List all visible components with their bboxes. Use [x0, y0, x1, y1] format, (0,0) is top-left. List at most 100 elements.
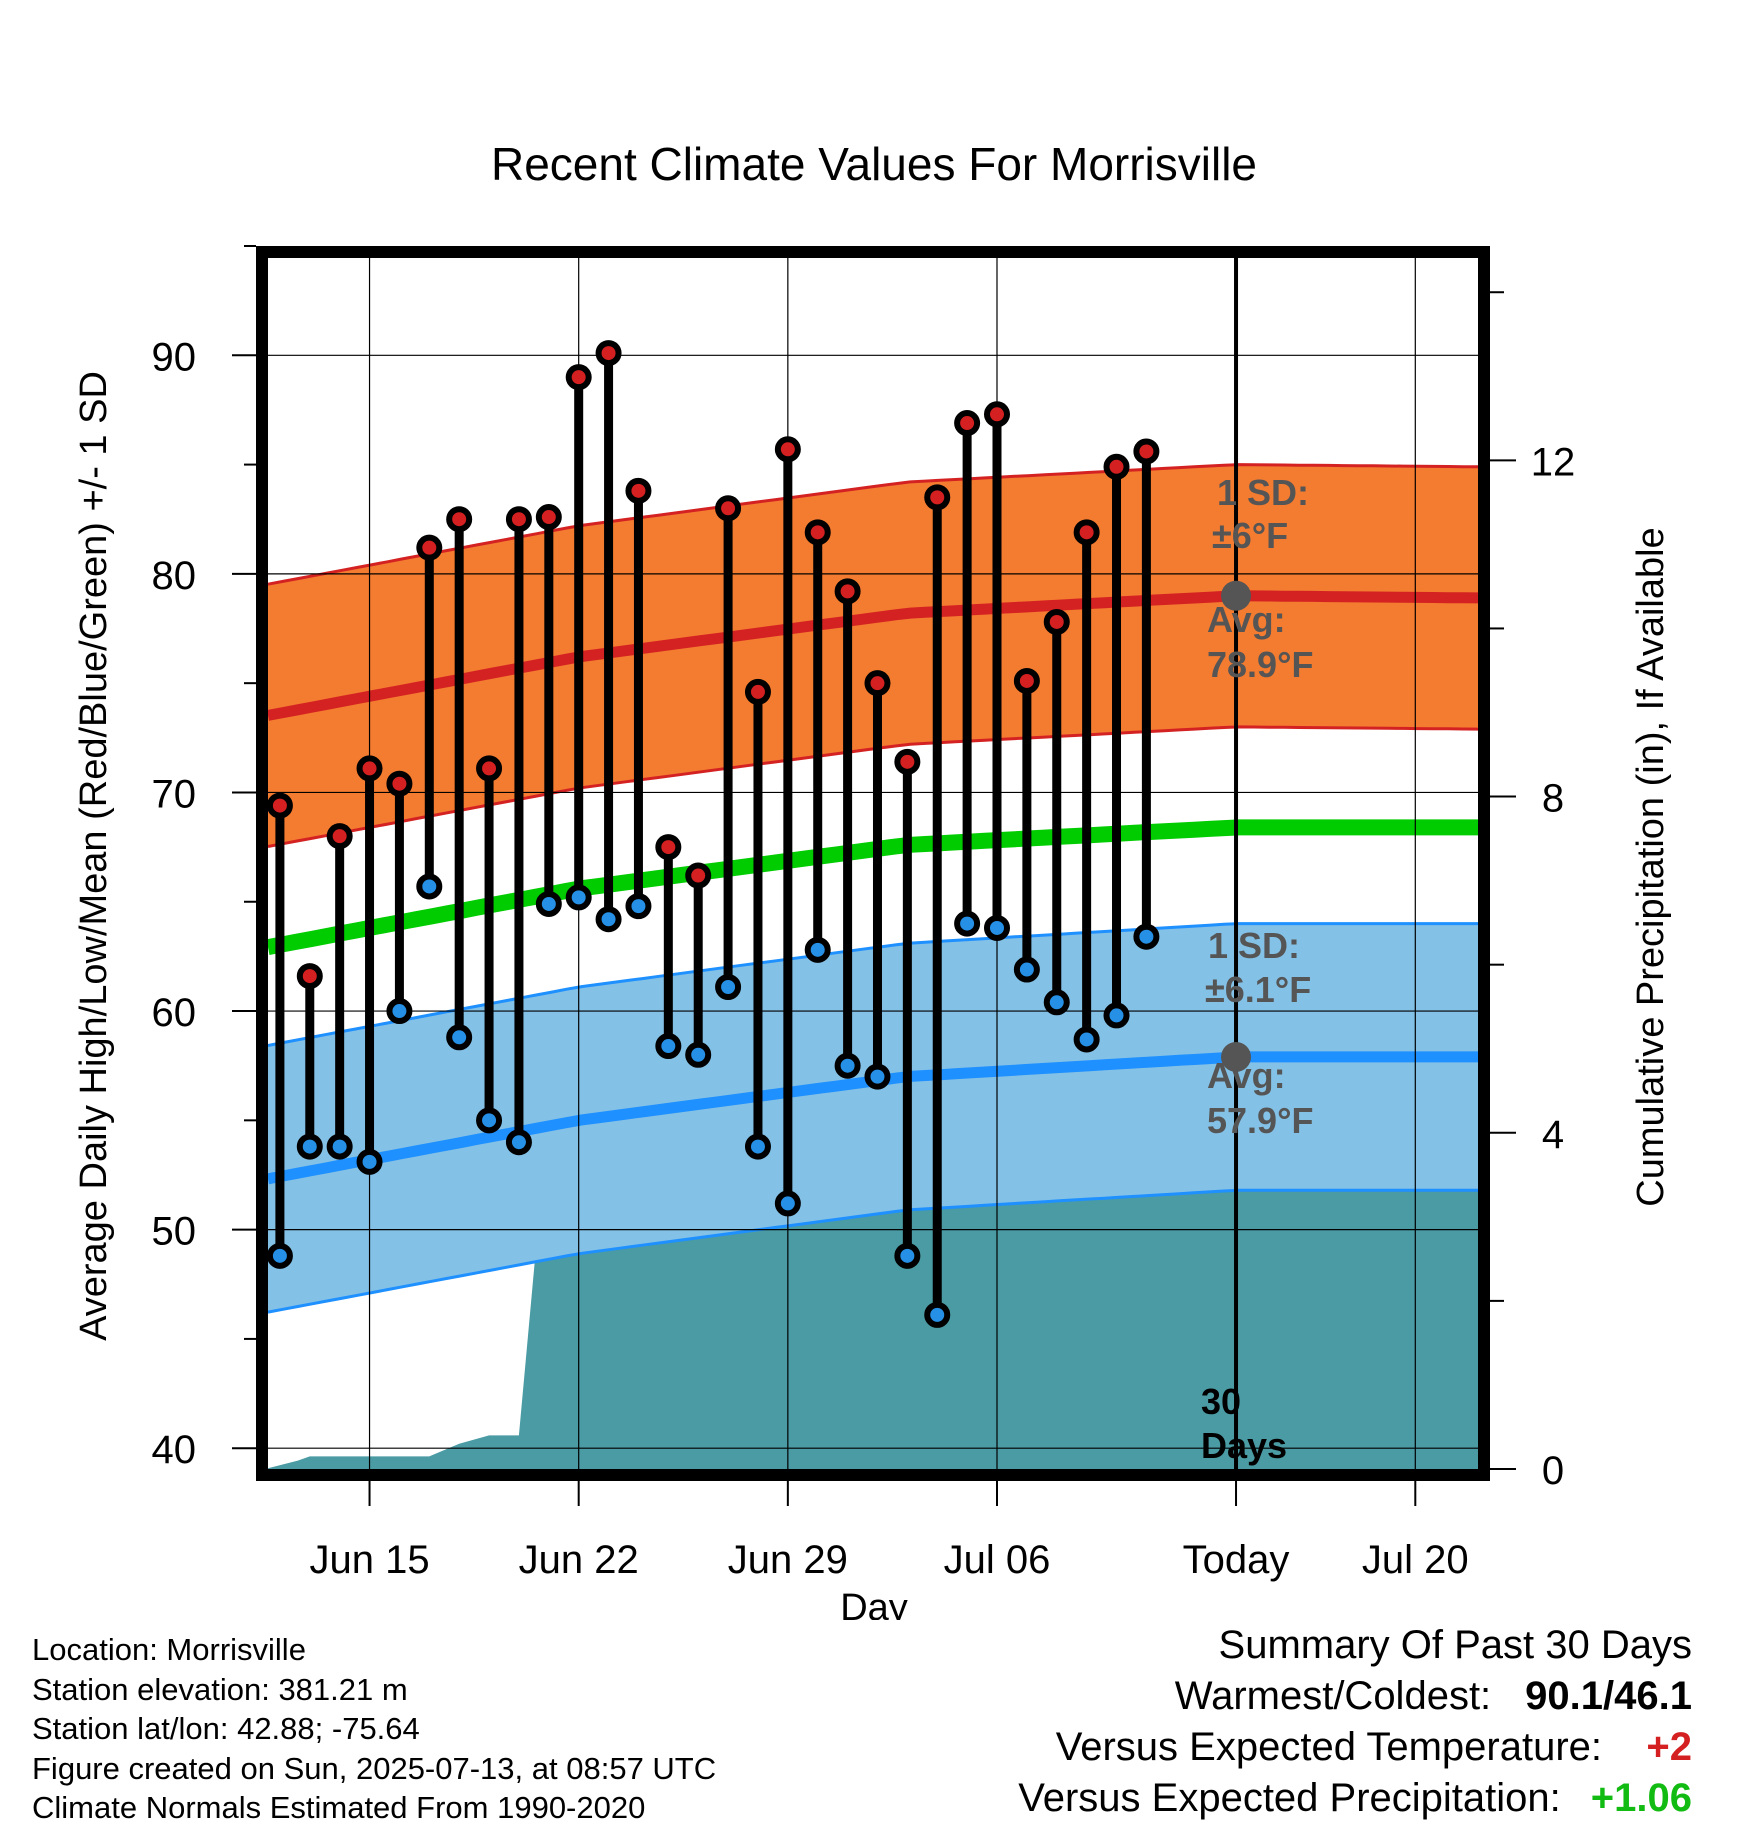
daily-high-point	[386, 770, 413, 797]
low-sd-band	[268, 923, 1478, 1313]
daily-low-point	[595, 906, 622, 933]
high-avg-label: Avg:	[1207, 599, 1286, 640]
daily-low-point	[774, 1190, 801, 1217]
today-days-number: 30	[1201, 1381, 1241, 1422]
daily-high-point	[744, 678, 771, 705]
high-sd-label: 1 SD:	[1217, 472, 1309, 513]
daily-low-point	[565, 884, 592, 911]
y-axis-label: Average Daily High/Low/Mean (Red/Blue/Gr…	[73, 371, 115, 1341]
daily-low-point	[356, 1148, 383, 1175]
daily-low-point	[954, 910, 981, 937]
daily-high-point	[625, 477, 652, 504]
low-sd-label: 1 SD:	[1208, 925, 1300, 966]
daily-low-point	[715, 974, 742, 1000]
daily-low-point	[685, 1041, 712, 1068]
daily-high-point	[565, 364, 592, 391]
daily-low-point	[446, 1024, 473, 1051]
low-avg-label: Avg:	[1207, 1055, 1286, 1096]
x-tick-label: Jun 29	[728, 1538, 848, 1582]
low-avg-value: 57.9°F	[1207, 1100, 1313, 1141]
daily-high-point	[685, 862, 712, 889]
x-tick-label: Jun 15	[309, 1538, 429, 1582]
daily-high-point	[296, 963, 323, 990]
daily-low-point	[625, 893, 652, 920]
y2-tick-label: 0	[1542, 1449, 1564, 1493]
y-tick-label: 60	[152, 991, 197, 1035]
today-high-avg-marker	[1221, 580, 1252, 611]
high-sd-band	[268, 464, 1478, 847]
daily-low-point	[266, 1242, 293, 1269]
daily-high-point	[535, 504, 562, 531]
daily-high-point	[505, 506, 532, 533]
x-tick-label: Jul 20	[1362, 1538, 1469, 1582]
daily-high-point	[416, 534, 443, 561]
today-days-label: Days	[1201, 1425, 1287, 1466]
precip-label: Versus Expected Precipitation:	[1018, 1776, 1561, 1820]
daily-high-point	[1073, 519, 1100, 546]
x-tick-label: Jun 22	[519, 1538, 639, 1582]
summary-panel: Summary Of Past 30 Days Warmest/Coldest:…	[1018, 1620, 1692, 1824]
daily-high-point	[864, 670, 891, 697]
warm-value: 90.1/46.1	[1525, 1674, 1692, 1718]
daily-low-point	[744, 1133, 771, 1160]
warm-label: Warmest/Coldest:	[1174, 1674, 1492, 1718]
daily-low-point	[983, 914, 1010, 941]
daily-high-point	[1103, 453, 1130, 480]
high-avg-value: 78.9°F	[1207, 644, 1313, 685]
daily-high-point	[983, 401, 1010, 428]
daily-high-point	[954, 410, 981, 437]
y-tick-label: 90	[152, 335, 197, 379]
daily-high-point	[924, 484, 951, 511]
daily-high-point	[266, 792, 293, 819]
y2-tick-label: 4	[1542, 1113, 1564, 1157]
daily-low-point	[326, 1133, 353, 1160]
y2-tick-label: 12	[1531, 440, 1576, 484]
y2-tick-label: 8	[1542, 777, 1564, 821]
high-sd-value: ±6°F	[1212, 515, 1288, 556]
daily-low-point	[416, 873, 443, 900]
elevation-text: Station elevation: 381.21 m	[32, 1671, 408, 1707]
daily-high-point	[1013, 667, 1040, 694]
location-text: Location: Morrisville	[32, 1632, 306, 1667]
daily-low-point	[834, 1052, 861, 1079]
daily-low-point	[864, 1063, 891, 1090]
daily-low-point	[1133, 923, 1160, 950]
low-sd-band-lower-edge	[267, 1188, 1478, 1314]
daily-high-point	[774, 436, 801, 463]
daily-low-point	[1073, 1026, 1100, 1053]
daily-high-point	[894, 748, 921, 775]
x-axis-label: Day	[840, 1587, 908, 1620]
daily-high-point	[804, 519, 831, 546]
temp-value: +2	[1646, 1725, 1692, 1769]
daily-low-point	[894, 1242, 921, 1269]
daily-low-point	[1013, 956, 1040, 983]
x-tick-label: Jul 06	[944, 1538, 1051, 1582]
temp-label: Versus Expected Temperature:	[1055, 1725, 1602, 1769]
chart-title: Recent Climate Values For Morrisville	[491, 138, 1257, 190]
latlon-text: Station lat/lon: 42.88; -75.64	[32, 1711, 420, 1746]
daily-low-point	[804, 936, 831, 963]
low-sd-value: ±6.1°F	[1205, 969, 1311, 1010]
daily-low-point	[655, 1033, 682, 1060]
daily-high-point	[595, 340, 622, 367]
high-sd-band-upper-edge	[267, 463, 1479, 586]
today-low-avg-marker	[1221, 1041, 1252, 1072]
daily-low-point	[1043, 989, 1070, 1016]
y2-axis-label: Cumulative Precipitation (in), If Availa…	[1630, 527, 1672, 1206]
daily-high-point	[715, 495, 742, 522]
daily-low-point	[476, 1107, 503, 1134]
daily-low-point	[924, 1301, 951, 1328]
daily-low-point	[505, 1129, 532, 1156]
summary-title: Summary Of Past 30 Days	[1218, 1623, 1692, 1667]
normals-text: Climate Normals Estimated From 1990-2020	[32, 1790, 646, 1825]
daily-high-point	[356, 755, 383, 782]
daily-high-point	[326, 823, 353, 850]
daily-low-point	[535, 890, 562, 917]
daily-high-point	[446, 506, 473, 533]
daily-high-point	[1133, 438, 1160, 465]
daily-low-point	[1103, 1002, 1130, 1029]
station-info: Location: Morrisville Station elevation:…	[32, 1630, 716, 1828]
daily-high-point	[655, 834, 682, 861]
y-tick-label: 70	[152, 772, 197, 816]
y-tick-label: 50	[152, 1210, 197, 1254]
